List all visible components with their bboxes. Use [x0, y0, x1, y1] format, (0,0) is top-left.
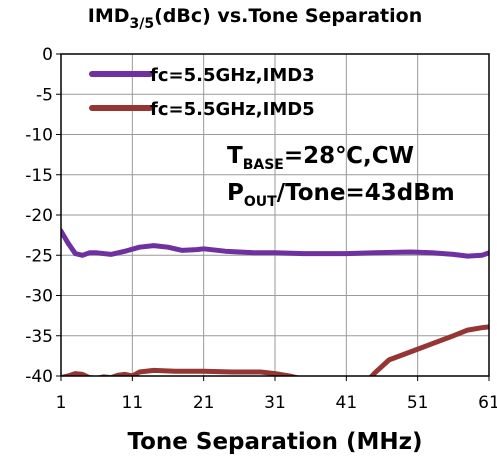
- y-axis-ticks: 0 -5 -10 -15 -20 -25 -30 -35 -40: [25, 45, 61, 387]
- legend-label-imd5: fc=5.5GHz,IMD5: [150, 99, 315, 120]
- legend-item-imd5: fc=5.5GHz,IMD5: [89, 99, 315, 120]
- y-tick-label: -30: [25, 287, 53, 307]
- y-tick-label: -10: [25, 126, 53, 146]
- x-tick-label: 21: [193, 393, 215, 413]
- series-line-imd3: [61, 228, 489, 259]
- plot-frame: [60, 53, 490, 377]
- x-tick-label: 1: [56, 393, 67, 413]
- chart-title: IMD3/5(dBc) vs.Tone Separation: [88, 5, 422, 32]
- y-tick-label: -25: [25, 246, 53, 266]
- series-lines: [61, 228, 489, 376]
- x-tick-label: 61: [478, 393, 497, 413]
- legend: fc=5.5GHz,IMD3 fc=5.5GHz,IMD5: [89, 65, 315, 120]
- series-line-imd5: [61, 324, 489, 376]
- x-tick-label: 51: [407, 393, 429, 413]
- y-tick-label: -35: [25, 327, 53, 347]
- legend-label-imd3: fc=5.5GHz,IMD3: [150, 65, 315, 86]
- y-tick-label: 0: [42, 45, 53, 65]
- annotation-tbase: TBASE=28℃,CW: [227, 143, 414, 173]
- legend-item-imd3: fc=5.5GHz,IMD3: [89, 65, 315, 86]
- y-tick-label: -20: [25, 206, 53, 226]
- x-axis-ticks: 1 11 21 31 41 51 61: [56, 376, 497, 413]
- x-tick-label: 31: [264, 393, 286, 413]
- x-axis-label: Tone Separation (MHz): [127, 429, 422, 455]
- x-tick-label: 11: [122, 393, 144, 413]
- y-tick-label: -15: [25, 166, 53, 186]
- y-tick-label: -5: [36, 85, 53, 105]
- x-tick-label: 41: [336, 393, 358, 413]
- annotation-pout: POUT/Tone=43dBm: [227, 180, 455, 210]
- y-tick-label: -40: [25, 367, 53, 387]
